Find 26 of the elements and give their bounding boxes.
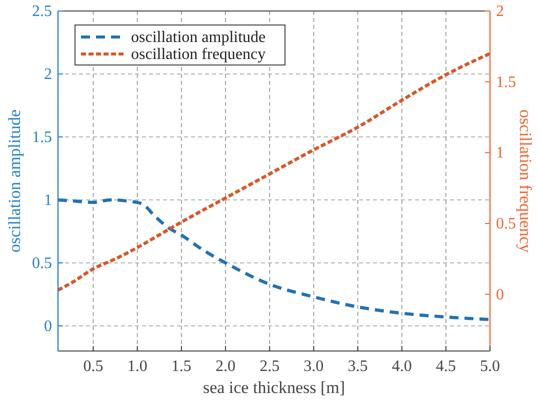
y-tick-label: 0.5 — [32, 254, 52, 272]
y2-tick-label: 1 — [496, 144, 504, 162]
y2-tick-label: 2 — [496, 3, 504, 20]
x-tick-label: 1.0 — [127, 358, 148, 375]
x-tick-label: 4.5 — [436, 358, 456, 375]
y-tick-label: 2.5 — [32, 3, 52, 20]
legend-label: oscillation frequency — [131, 46, 266, 63]
y-tick-label: 0 — [44, 318, 52, 335]
y2-axis-title: oscillation frequency — [516, 109, 535, 254]
y-tick-label: 2 — [44, 66, 52, 83]
y-tick-label: 1.5 — [32, 128, 52, 146]
x-axis-title: sea ice thickness [m] — [202, 378, 346, 397]
legend-label: oscillation amplitude — [131, 29, 266, 46]
y2-tick-label: 1.5 — [496, 74, 516, 91]
x-tick-label: 2.5 — [260, 358, 280, 375]
x-tick-label: 5.0 — [480, 358, 500, 375]
y-axis-title: oscillation amplitude — [5, 109, 24, 253]
y2-tick-label: 0 — [496, 286, 504, 304]
x-tick-label: 1.5 — [171, 358, 192, 375]
x-tick-label: 3.0 — [304, 358, 324, 375]
y-tick-label: 1 — [44, 192, 52, 209]
x-tick-label: 4.0 — [392, 358, 412, 375]
x-tick-label: 0.5 — [83, 358, 104, 375]
x-tick-label: 3.5 — [348, 358, 368, 375]
y2-tick-label: 0.5 — [496, 216, 516, 232]
x-tick-label: 2.0 — [216, 358, 236, 375]
